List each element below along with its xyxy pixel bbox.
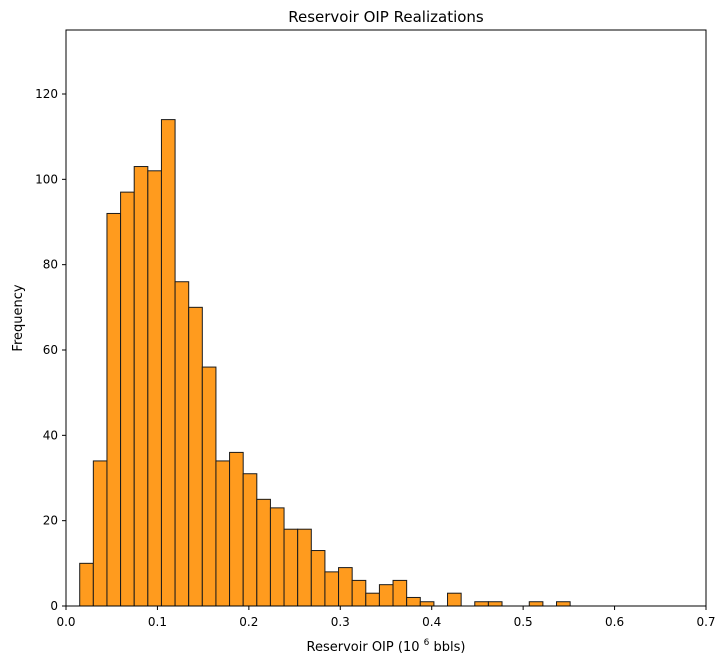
plot-frame	[65, 29, 707, 607]
x-tick-label: 0.2	[239, 615, 258, 629]
histogram-bar	[147, 170, 162, 607]
histogram-bar	[351, 579, 367, 607]
histogram-bar	[324, 571, 340, 607]
histogram-bar	[283, 528, 299, 607]
histogram-bars	[79, 119, 571, 607]
x-tick-label: 0.5	[514, 615, 533, 629]
histogram-bar	[392, 579, 408, 607]
histogram-bar	[365, 592, 380, 607]
x-axis-label-tail: bbls)	[434, 640, 466, 655]
histogram-bar	[297, 528, 312, 607]
histogram-bar	[269, 507, 285, 607]
histogram-bar	[474, 601, 489, 607]
x-tick-label: 0.7	[696, 615, 715, 629]
y-tick-label: 60	[43, 343, 58, 357]
histogram-bar	[406, 596, 421, 607]
histogram-bar	[160, 119, 176, 607]
y-axis-label: Frequency	[11, 284, 26, 351]
x-tick-label: 0.3	[331, 615, 350, 629]
histogram-bar	[378, 584, 394, 607]
x-axis-label: Reservoir OIP (10 6 bbls)	[307, 634, 466, 655]
histogram-bar	[419, 601, 435, 607]
histogram-bar	[556, 601, 571, 607]
histogram-bar	[487, 601, 503, 607]
x-axis-ticks: 0.0 0.1 0.2 0.3 0.4 0.5 0.6 0.7	[56, 606, 716, 629]
histogram-bar	[242, 473, 258, 607]
y-tick-label: 80	[43, 258, 58, 272]
y-tick-label: 120	[35, 87, 58, 101]
histogram-bar	[229, 451, 244, 607]
histogram-bar	[174, 281, 190, 607]
x-axis-label-main: Reservoir OIP (10	[307, 640, 420, 655]
histogram-bar	[188, 306, 203, 607]
histogram-bar	[528, 601, 544, 607]
histogram-bar	[215, 460, 231, 607]
histogram-bar	[106, 212, 122, 607]
y-axis-ticks: 0 20 40 60 80 100 120	[35, 87, 66, 613]
y-tick-label: 0	[50, 599, 58, 613]
x-tick-label: 0.1	[148, 615, 167, 629]
histogram-bar	[310, 550, 326, 607]
x-tick-label: 0.6	[605, 615, 624, 629]
x-tick-label: 0.4	[422, 615, 441, 629]
chart-title: Reservoir OIP Realizations	[288, 8, 484, 26]
x-tick-label: 0.0	[56, 615, 75, 629]
histogram-bar	[201, 366, 217, 607]
histogram-bar	[338, 567, 353, 607]
y-tick-label: 100	[35, 172, 58, 186]
y-tick-label: 20	[43, 514, 58, 528]
histogram-bar	[92, 460, 108, 607]
histogram-bar	[447, 592, 462, 607]
histogram-bar	[120, 191, 135, 607]
histogram-bar	[133, 166, 149, 607]
x-axis-label-superscript: 6	[424, 638, 430, 648]
y-tick-label: 40	[43, 428, 58, 442]
histogram-bar	[256, 498, 271, 607]
histogram-bar	[79, 562, 94, 607]
